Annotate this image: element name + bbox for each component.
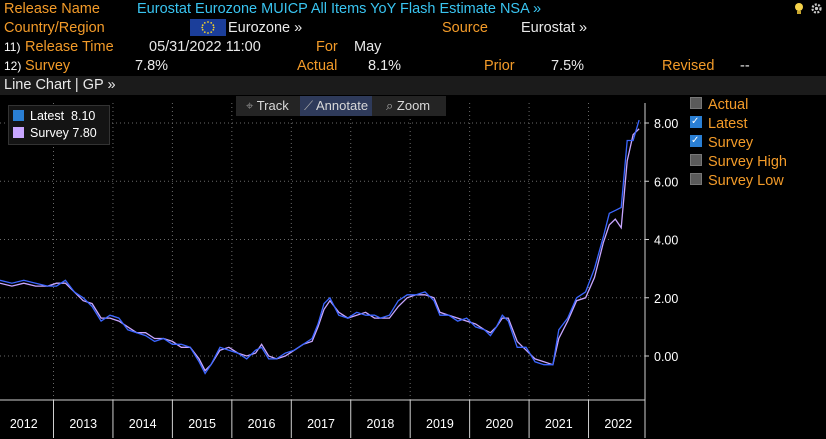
track-label: Track	[256, 98, 289, 113]
toggle-survey-high-label: Survey High	[708, 154, 787, 170]
legend-box: Latest 8.10 Survey 7.80	[8, 105, 110, 145]
latest-swatch	[13, 110, 24, 121]
release-time-value: 05/31/2022 11:00	[149, 39, 261, 55]
for-label: For	[316, 39, 338, 55]
country-row: Country/Region Eurozone » Source Eurosta…	[0, 19, 826, 38]
track-button[interactable]: ⌖ Track	[242, 96, 293, 116]
legend-survey-value: 7.80	[72, 126, 97, 140]
settings-gear-icon[interactable]	[810, 2, 823, 21]
x-tick-label: 2021	[545, 417, 573, 431]
x-tick-label: 2015	[188, 417, 216, 431]
toggle-survey-label: Survey	[708, 135, 754, 151]
series-line-survey	[0, 128, 640, 372]
revised-label: Revised	[662, 58, 715, 74]
toggle-survey-high[interactable]: Survey High	[690, 153, 787, 171]
toggle-actual[interactable]: Actual	[690, 96, 748, 114]
prior-value: 7.5%	[551, 58, 585, 74]
country-link[interactable]: Eurozone »	[228, 20, 303, 36]
row-number-12[interactable]: 12)	[4, 59, 22, 73]
legend-latest-value: 8.10	[71, 109, 96, 123]
source-label: Source	[442, 20, 488, 36]
actual-label: Actual	[297, 58, 338, 74]
eu-flag-icon	[190, 19, 226, 36]
crosshair-icon: ⌖	[246, 98, 254, 113]
y-tick-label: 8.00	[654, 117, 678, 131]
actual-value: 8.1%	[368, 58, 402, 74]
legend-latest: Latest 8.10	[13, 108, 95, 125]
latest-checkbox[interactable]	[690, 113, 702, 131]
toggle-latest-label: Latest	[708, 116, 748, 132]
alert-bulb-icon[interactable]	[793, 2, 805, 22]
source-link[interactable]: Eurostat »	[521, 20, 588, 36]
zoom-label: Zoom	[396, 98, 431, 113]
toggle-survey-low-label: Survey Low	[708, 173, 784, 189]
pencil-icon: ⟋	[304, 98, 314, 113]
line-chart[interactable]: 8.00 6.00 4.00 2.00 0.00 2012 2013 2014 2015 2016…	[0, 95, 826, 439]
release-time-label: Release Time	[25, 39, 114, 55]
row-number-11[interactable]: 11)	[4, 40, 21, 54]
x-tick-label: 2022	[604, 417, 632, 431]
x-tick-label: 2016	[248, 417, 276, 431]
survey-swatch	[13, 127, 24, 138]
x-tick-label: 2017	[307, 417, 335, 431]
toggle-actual-label: Actual	[708, 97, 749, 113]
survey-label: Survey	[25, 58, 71, 74]
x-tick-label: 2014	[129, 417, 157, 431]
survey-high-checkbox[interactable]	[690, 154, 702, 166]
actual-checkbox[interactable]	[690, 97, 702, 109]
legend-latest-label: Latest	[30, 109, 65, 123]
toggle-latest[interactable]: Latest	[690, 113, 748, 133]
release-name-label: Release Name	[4, 1, 100, 17]
survey-value: 7.8%	[135, 58, 169, 74]
release-name-link[interactable]: Eurostat Eurozone MUICP All Items YoY Fl…	[137, 1, 542, 17]
zoom-button[interactable]: ⌕ Zoom	[382, 96, 434, 116]
release-time-row: 11) Release Time 05/31/2022 11:00 For Ma…	[0, 38, 826, 57]
release-name-row: Release Name Eurostat Eurozone MUICP All…	[0, 0, 826, 19]
y-tick-label: 6.00	[654, 175, 678, 189]
survey-checkbox[interactable]	[690, 132, 702, 150]
chart-toolbar: ⌖ Track ⟋ Annotate ⌕ Zoom	[236, 96, 446, 116]
y-tick-label: 0.00	[654, 350, 678, 364]
y-tick-label: 2.00	[654, 292, 678, 306]
survey-low-checkbox[interactable]	[690, 173, 702, 185]
chart-title-bar: Line Chart | GP »	[0, 76, 826, 95]
annotate-button[interactable]: ⟋ Annotate	[300, 96, 373, 116]
legend-survey: Survey 7.80	[13, 125, 97, 142]
revised-value: --	[740, 58, 750, 74]
chart-type-link[interactable]: Line Chart | GP »	[4, 77, 116, 93]
x-tick-label: 2020	[485, 417, 513, 431]
x-tick-label: 2018	[367, 417, 395, 431]
toggle-survey-low[interactable]: Survey Low	[690, 172, 784, 190]
annotate-label: Annotate	[316, 98, 369, 113]
x-tick-label: 2012	[10, 417, 38, 431]
for-value: May	[354, 39, 382, 55]
toggle-survey[interactable]: Survey	[690, 132, 754, 152]
survey-row: 12) Survey 7.8% Actual 8.1% Prior 7.5% R…	[0, 57, 826, 76]
country-label: Country/Region	[4, 20, 105, 36]
magnifier-icon: ⌕	[386, 98, 394, 113]
y-tick-label: 4.00	[654, 234, 678, 248]
x-tick-label: 2013	[69, 417, 97, 431]
x-tick-label: 2019	[426, 417, 454, 431]
prior-label: Prior	[484, 58, 515, 74]
legend-survey-label: Survey	[30, 126, 69, 140]
series-line-latest	[0, 119, 640, 375]
